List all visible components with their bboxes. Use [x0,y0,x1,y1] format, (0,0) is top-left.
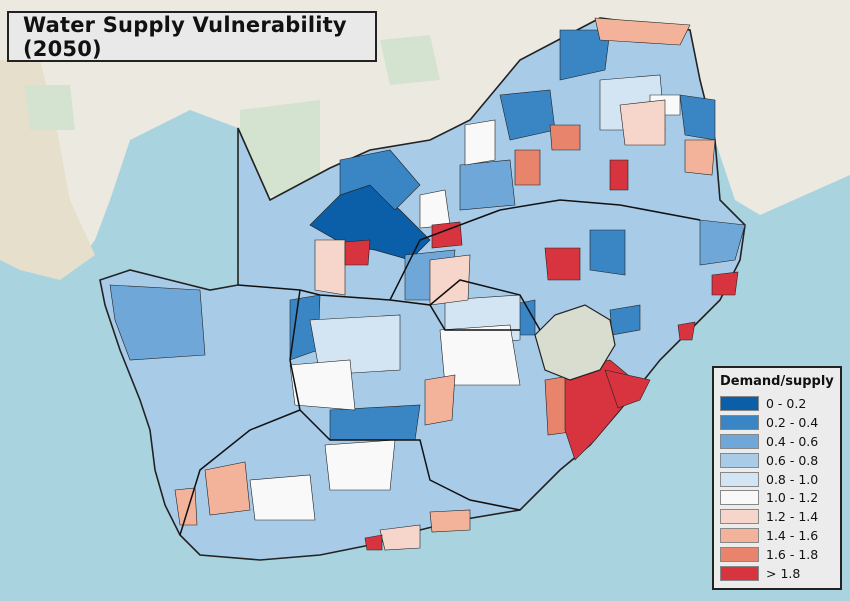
municipality-1.4-1.6[interactable] [424,374,456,426]
municipality-1.4-1.6[interactable] [594,17,691,46]
legend-swatch [720,395,759,411]
legend-swatch [720,452,759,468]
park-area [240,100,320,200]
municipality-gt-1.8[interactable] [364,534,383,551]
legend-swatch [720,433,759,449]
legend-item: 1.6 - 1.8 [720,545,840,564]
municipality-1.2-1.4[interactable] [429,254,471,306]
legend-swatch [720,414,759,430]
municipality-0.8-1.0[interactable] [309,314,401,376]
legend-label: 1.2 - 1.4 [766,509,819,525]
municipality-1.0-1.2[interactable] [464,119,496,166]
lesotho [534,304,616,381]
legend-item: 0.6 - 0.8 [720,451,840,470]
legend-swatch [720,565,759,581]
map-title: Water Supply Vulnerability (2050) [23,12,347,61]
municipality-0.2-0.4[interactable] [589,229,626,276]
legend-title: Demand/supply [720,374,834,389]
legend-item: 0.4 - 0.6 [720,432,840,451]
legend-item: 1.0 - 1.2 [720,488,840,507]
legend-item: 0.8 - 1.0 [720,470,840,489]
municipality-1.0-1.2[interactable] [324,439,396,491]
municipality-1.4-1.6[interactable] [684,139,716,176]
namibia-desert [0,60,95,280]
municipality-0.4-0.6[interactable] [459,159,516,211]
park-area [380,35,440,85]
legend-label: 0.2 - 0.4 [766,414,819,430]
legend-swatch [720,471,759,487]
municipality-gt-1.8[interactable] [677,321,696,341]
legend-swatch [720,547,759,563]
neighbouring-land [0,0,850,260]
legend-list: 0 - 0.2 0.2 - 0.4 0.4 - 0.6 0.6 - 0.8 0.8 - … [720,394,840,583]
municipality-0.2-0.4[interactable] [559,29,611,81]
municipality-1.6-1.8[interactable] [514,149,541,186]
municipality-1.2-1.4[interactable] [619,99,666,146]
municipality-0.2-0.4[interactable] [679,94,716,141]
legend-item: 1.2 - 1.4 [720,507,840,526]
municipality-0.2-0.4[interactable] [339,149,421,211]
municipality-1.0-1.2[interactable] [249,474,316,521]
municipality-gt-1.8[interactable] [609,159,629,191]
municipality-gt-1.8[interactable] [711,271,739,296]
legend-swatch [720,528,759,544]
municipality-1.4-1.6[interactable] [429,509,471,533]
legend-label: > 1.8 [766,565,801,581]
legend-item: 0.2 - 0.4 [720,413,840,432]
legend-label: 1.0 - 1.2 [766,490,819,506]
legend-label: 0.6 - 0.8 [766,452,819,468]
municipality-gt-1.8[interactable] [431,221,463,249]
map-title-box: Water Supply Vulnerability (2050) [7,11,377,62]
province-border [179,199,701,536]
legend-swatch [720,490,759,506]
municipality-gt-1.8[interactable] [344,239,371,266]
legend-item: 1.4 - 1.6 [720,526,840,545]
municipality-1.2-1.4[interactable] [379,524,421,551]
legend: Demand/supply 0 - 0.2 0.2 - 0.4 0.4 - 0.6 0… [712,366,842,590]
municipality-0.4-0.6[interactable] [109,284,206,361]
legend-label: 1.6 - 1.8 [766,547,819,563]
municipality-1.4-1.6[interactable] [204,461,251,516]
municipality-1.2-1.4[interactable] [314,239,346,296]
legend-label: 0.4 - 0.6 [766,433,819,449]
legend-label: 0.8 - 1.0 [766,471,819,487]
municipality-gt-1.8[interactable] [604,369,651,409]
municipality-gt-1.8[interactable] [544,247,581,281]
legend-label: 1.4 - 1.6 [766,528,819,544]
legend-swatch [720,509,759,525]
municipality-1.6-1.8[interactable] [549,124,581,151]
park-area [25,85,75,130]
municipality-1.0-1.2[interactable] [439,324,521,386]
legend-item: 0 - 0.2 [720,394,840,413]
municipality-0.4-0.6[interactable] [699,219,746,266]
municipality-0.2-0.4[interactable] [609,304,641,336]
municipality-0.2-0.4[interactable] [329,404,421,441]
municipality-1.0-1.2[interactable] [289,359,356,411]
legend-item: > 1.8 [720,564,840,583]
municipality-1.0-1.2[interactable] [419,189,451,229]
legend-label: 0 - 0.2 [766,395,807,411]
